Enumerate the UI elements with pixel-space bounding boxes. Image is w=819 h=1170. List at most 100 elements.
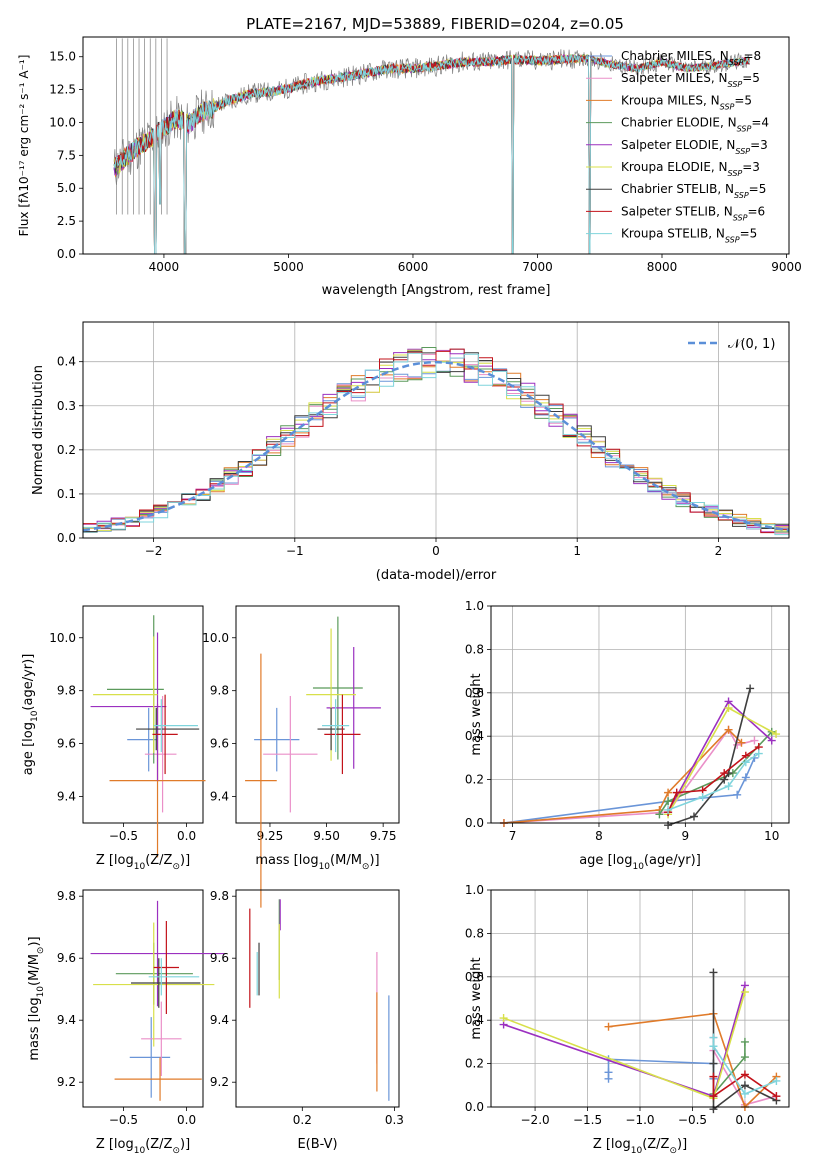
residuals-ytick-label: 0.3 [57,399,76,413]
mass-weight-vs-age-ytick-label: 0.2 [465,773,484,787]
mass-vs-Z-ytick-label: 9.4 [57,1013,76,1027]
mass-weight-vs-age-ytick-label: 1.0 [465,599,484,613]
age-vs-Z-ytick-label: 10.0 [49,631,76,645]
mass-weight-vs-Z-point-marker [604,1022,613,1031]
spectrum-model-line [113,54,750,254]
age-vs-mass-ytick-label: 9.4 [210,790,229,804]
residuals-ytick-label: 0.4 [57,355,76,369]
spectrum-ytick-label: 0.0 [57,247,76,261]
age-vs-Z-xtick-label: −0.5 [109,829,138,843]
residuals-ytick-label: 0.2 [57,443,76,457]
mass-weight-vs-Z-series-line [503,985,746,1098]
mass-weight-vs-age-point-marker [724,725,733,734]
mass-weight-vs-Z-point-marker [740,1053,749,1062]
residuals-histogram-series [83,352,789,536]
spectrum-legend-label: Chabrier MILES, NSSP=8 [621,49,761,67]
mass-weight-vs-Z-series-line [607,1058,715,1079]
mass-weight-vs-age-series-line [667,706,777,815]
spectrum-legend-label: Chabrier ELODIE, NSSP=4 [621,116,769,134]
mass-weight-vs-Z-point-marker [499,1014,508,1023]
mass-weight-vs-age-point-marker [698,792,707,801]
residuals-histogram-series [83,348,789,534]
age-vs-Z-frame [82,605,204,824]
spectrum-xtick-label: 6000 [398,260,429,274]
mass-weight-vs-age-xtick-label: 9 [682,829,690,843]
mass-weight-vs-Z-point-marker [740,1037,749,1046]
spectrum-xtick-label: 7000 [522,260,553,274]
mass-weight-vs-age-point-marker [733,790,742,799]
mass-weight-vs-Z-ytick-label: 0.6 [465,970,484,984]
age-vs-Z-xlabel: Z [log10(Z/Z⊙)] [96,853,190,872]
mass-weight-vs-age-point-marker [664,821,673,830]
mass-weight-vs-age-frame [490,605,790,824]
mass-weight-vs-age-xlabel: age [log10(age/yr)] [579,853,701,872]
mass-vs-EBV-ytick-label: 9.4 [210,1013,229,1027]
mass-weight-vs-Z-point-marker [740,1070,749,1079]
spectrum-legend-label: Salpeter STELIB, NSSP=6 [621,204,765,222]
mass-vs-Z-xtick-label: −0.5 [109,1113,138,1127]
mass-weight-vs-age-point-marker [664,797,673,806]
spectrum-ytick-label: 15.0 [49,50,76,64]
age-vs-mass-xtick-label: 9.50 [313,829,340,843]
age-vs-Z-ytick-label: 9.8 [57,684,76,698]
residuals-frame [82,321,790,539]
mass-weight-vs-Z-xtick-label: −1.0 [625,1113,654,1127]
age-vs-mass-xtick-label: 9.75 [370,829,397,843]
mass-weight-vs-Z-ytick-label: 0.0 [465,1100,484,1114]
mass-weight-vs-age-xtick-label: 7 [509,829,517,843]
spectrum-xtick-label: 4000 [149,260,180,274]
age-vs-mass-ytick-label: 9.6 [210,737,229,751]
mass-weight-vs-Z-ytick-label: 0.4 [465,1013,484,1027]
mass-weight-vs-age-point-marker [737,738,746,747]
mass-weight-vs-age-xtick-label: 10 [764,829,779,843]
spectrum-legend-label: Kroupa ELODIE, NSSP=3 [621,160,760,178]
mass-weight-vs-age-point-marker [772,730,781,739]
spectrum-ytick-label: 10.0 [49,115,76,129]
residuals-ytick-label: 0.1 [57,487,76,501]
mass-weight-vs-Z-point-marker [772,1076,781,1085]
mass-weight-vs-Z-xlabel: Z [log10(Z/Z⊙)] [593,1137,687,1156]
mass-weight-vs-Z-point-marker [709,1042,718,1051]
mass-vs-Z-ylabel: mass [log10(M/M⊙)] [27,936,46,1060]
mass-weight-vs-age-point-marker [767,736,776,745]
mass-weight-vs-age-point-marker [720,769,729,778]
mass-weight-vs-age-point-marker [724,782,733,791]
mass-weight-vs-age-series-line [667,700,773,813]
mass-vs-Z-xtick-label: 0.0 [177,1113,196,1127]
mass-weight-vs-age-xtick-label: 8 [595,829,603,843]
residuals-xlabel: (data-model)/error [376,568,497,583]
mass-weight-vs-Z-point-marker [740,987,749,996]
residuals-normal-curve [82,360,790,532]
mass-vs-EBV-ytick-label: 9.6 [210,951,229,965]
mass-weight-vs-age-point-marker [655,810,664,819]
residuals-xtick-label: 0 [432,544,440,558]
age-vs-mass-xtick-label: 9.25 [257,829,284,843]
mass-weight-vs-age-point-marker [672,788,681,797]
mass-weight-vs-age-point-marker [724,703,733,712]
mass-weight-vs-age-ytick-label: 0.8 [465,642,484,656]
mass-weight-vs-Z-xtick-label: −1.5 [573,1113,602,1127]
mass-weight-vs-Z-point-marker [709,1072,718,1081]
mass-weight-vs-age-ylabel: mass weight [469,673,484,755]
spectrum-legend-label: Salpeter ELODIE, NSSP=3 [621,138,768,156]
age-vs-mass-ytick-label: 9.8 [210,684,229,698]
spectrum-legend-label: Chabrier STELIB, NSSP=5 [621,182,766,200]
mass-weight-vs-Z-point-marker [709,968,718,977]
residuals-xtick-label: −1 [286,544,304,558]
mass-vs-EBV-frame [235,889,400,1108]
mass-weight-vs-Z-frame [490,889,790,1108]
residuals-xtick-label: 2 [715,544,723,558]
mass-weight-vs-age-series-line [667,746,760,813]
residuals-xtick-label: 1 [573,544,581,558]
mass-weight-vs-Z-ytick-label: 1.0 [465,883,484,897]
mass-weight-vs-Z-xtick-label: −2.0 [521,1113,550,1127]
mass-weight-vs-Z-point-marker [772,1092,781,1101]
spectrum-ytick-label: 5.0 [57,181,76,195]
mass-vs-Z-ytick-label: 9.2 [57,1075,76,1089]
age-vs-mass-frame [235,605,400,824]
mass-vs-EBV-xtick-label: 0.2 [293,1113,312,1127]
residuals-ytick-label: 0.0 [57,531,76,545]
mass-weight-vs-Z-series-line [503,991,746,1100]
spectrum-ytick-label: 7.5 [57,148,76,162]
